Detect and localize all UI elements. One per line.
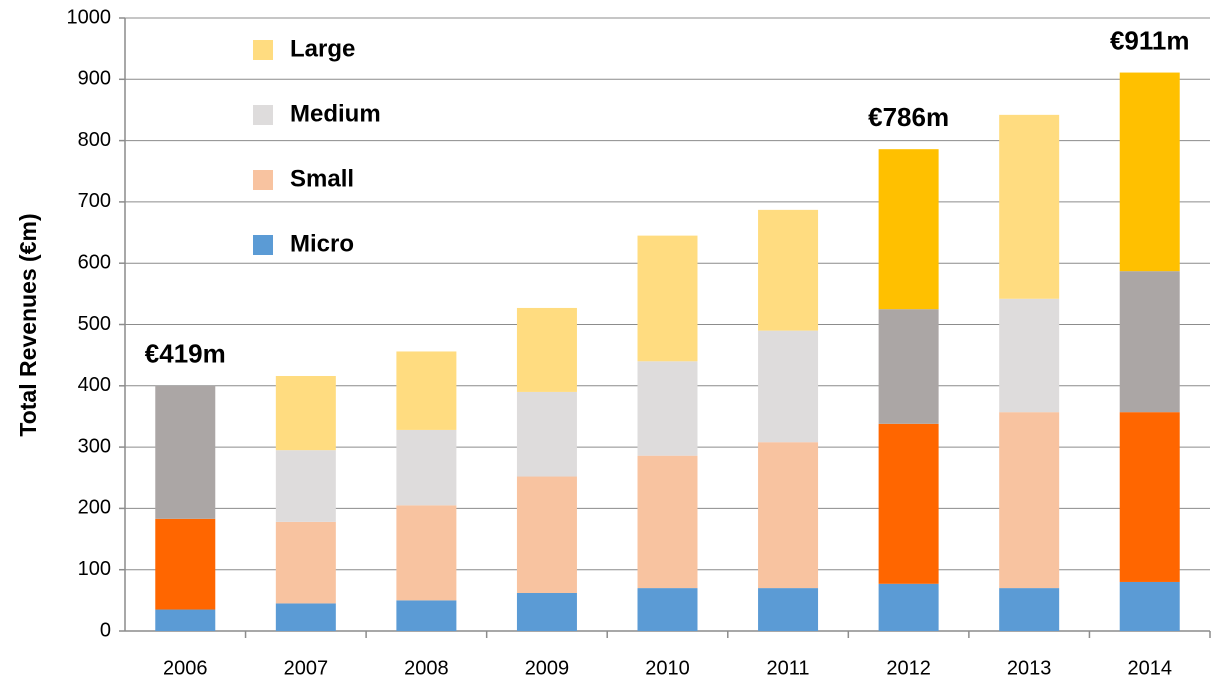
annotation: €786m: [868, 102, 949, 132]
bar-segment: [275, 450, 336, 522]
bar-segment: [516, 592, 577, 631]
y-tick-label: 100: [78, 558, 111, 580]
bar-segment: [155, 518, 216, 610]
legend-label: Micro: [290, 230, 354, 257]
bar-segment: [1119, 412, 1180, 582]
y-tick-label: 200: [78, 497, 111, 519]
y-tick-label: 400: [78, 374, 111, 396]
bar-segment: [637, 588, 698, 631]
y-tick-label: 500: [78, 313, 111, 335]
x-tick-label: 2014: [1127, 657, 1172, 679]
legend-swatch: [253, 105, 273, 125]
bar-segment: [758, 442, 819, 589]
x-tick-label: 2009: [525, 657, 570, 679]
x-tick-label: 2006: [163, 657, 208, 679]
bar-segment: [999, 298, 1060, 413]
legend-label: Large: [290, 35, 355, 62]
annotation: €419m: [145, 339, 226, 369]
bar-segment: [878, 309, 939, 424]
bar-segment: [999, 588, 1060, 631]
bar-segment: [516, 307, 577, 392]
y-tick-label: 1000: [67, 6, 112, 28]
x-tick-label: 2010: [645, 657, 690, 679]
bar-segment: [1119, 72, 1180, 272]
x-tick-label: 2011: [767, 657, 810, 679]
bar-segment: [878, 149, 939, 310]
bar-segment: [878, 583, 939, 631]
legend-swatch: [253, 40, 273, 60]
bar-segment: [999, 412, 1060, 589]
y-tick-label: 0: [100, 619, 111, 641]
bar-segment: [999, 114, 1060, 299]
bar-segment: [758, 588, 819, 631]
x-tick-label: 2008: [404, 657, 449, 679]
bar-segment: [1119, 271, 1180, 413]
bar-segment: [396, 600, 457, 631]
annotation: €911m: [1110, 25, 1190, 55]
legend-label: Medium: [290, 100, 381, 127]
y-tick-label: 300: [78, 435, 111, 457]
x-tick-label: 2012: [886, 657, 931, 679]
legend-swatch: [253, 235, 273, 255]
bar-segment: [275, 521, 336, 604]
bar-segment: [396, 351, 457, 430]
bar-segment: [758, 209, 819, 331]
bar-segment: [878, 423, 939, 584]
bar-segment: [1119, 581, 1180, 631]
y-axis-label: Total Revenues (€m): [15, 213, 41, 436]
bar-segment: [637, 235, 698, 362]
bar-segment: [516, 476, 577, 593]
bar-segment: [396, 429, 457, 506]
y-tick-label: 800: [78, 129, 111, 151]
bar-segment: [275, 375, 336, 451]
bar-segment: [155, 609, 216, 631]
x-tick-label: 2007: [284, 657, 329, 679]
bar-segment: [637, 361, 698, 456]
y-tick-label: 900: [78, 68, 111, 90]
bar-segment: [637, 455, 698, 589]
x-tick-label: 2013: [1007, 657, 1052, 679]
y-tick-label: 700: [78, 190, 111, 212]
legend-swatch: [253, 170, 273, 190]
y-tick-label: 600: [78, 251, 111, 273]
bar-segment: [155, 385, 216, 519]
bar-segment: [396, 505, 457, 601]
legend-label: Small: [290, 165, 354, 192]
bar-segment: [516, 391, 577, 477]
bar-segment: [758, 330, 819, 443]
bar-segment: [275, 603, 336, 631]
